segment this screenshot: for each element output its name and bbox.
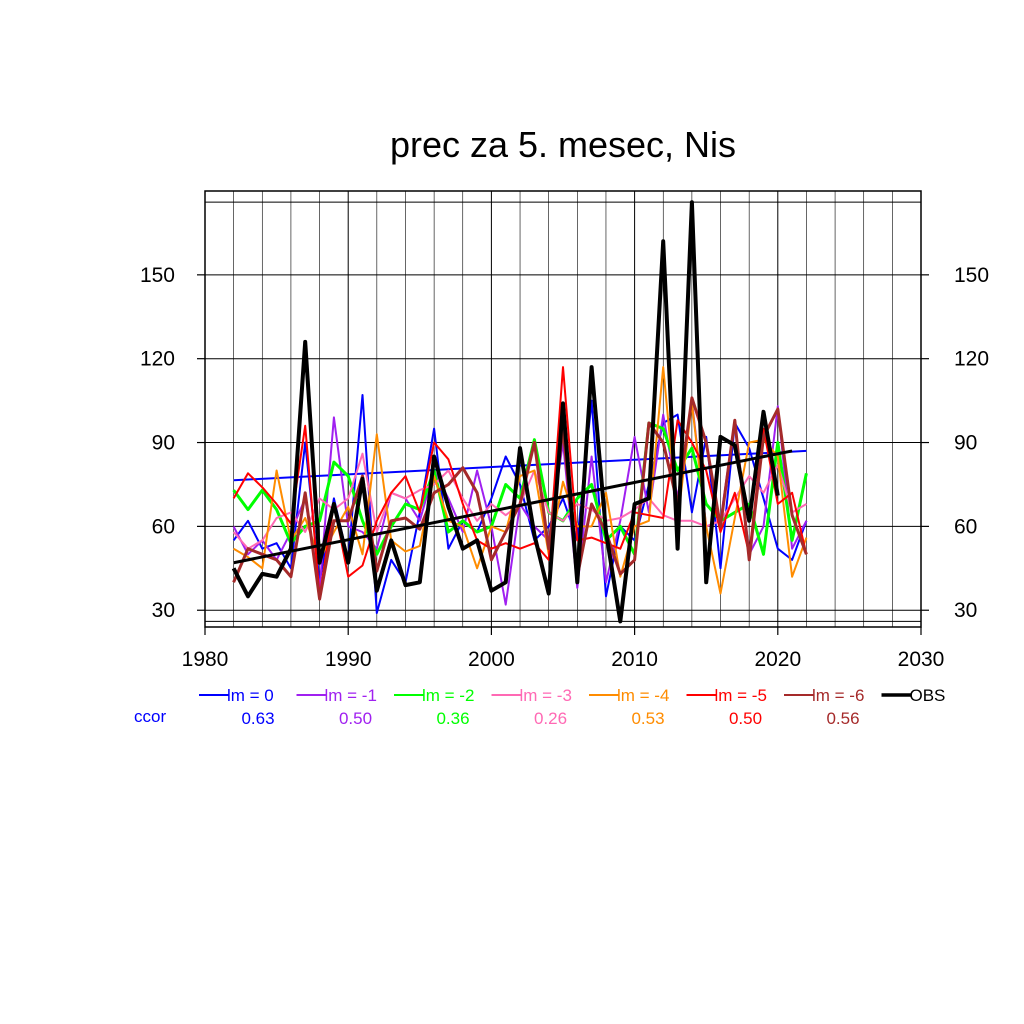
- ccor-value: 0.50: [729, 709, 762, 728]
- legend-item: lm = -6 0.56: [784, 686, 864, 728]
- legend-label: lm = -6: [812, 686, 864, 705]
- ccor-value: 0.26: [534, 709, 567, 728]
- ccor-value: 0.53: [631, 709, 664, 728]
- x-tick-label: 2000: [468, 648, 515, 671]
- legend-item: OBS: [881, 686, 946, 705]
- legend-label: lm = -2: [422, 686, 474, 705]
- legend-item: lm = -2 0.36: [394, 686, 474, 728]
- y-tick-label-left: 150: [140, 264, 175, 287]
- ccor-value: 0.56: [826, 709, 859, 728]
- y-tick-label-left: 120: [140, 348, 175, 371]
- ccor-value: 0.63: [241, 709, 274, 728]
- x-tick-label: 2020: [754, 648, 801, 671]
- y-tick-label-right: 60: [954, 515, 977, 538]
- ccor-value: 0.50: [339, 709, 372, 728]
- legend-label: lm = 0: [227, 686, 274, 705]
- legend-item: lm = -1 0.50: [296, 686, 377, 728]
- legend: lm = 0 0.63 lm = -1 0.50 lm = -2 0.36 lm = -3 0…: [199, 686, 945, 728]
- legend-label: lm = -3: [520, 686, 572, 705]
- y-tick-label-right: 150: [954, 264, 989, 287]
- x-tick-label: 2030: [898, 648, 945, 671]
- legend-label: OBS: [910, 686, 946, 705]
- legend-item: lm = 0 0.63: [199, 686, 275, 728]
- ccor-label: ccor: [134, 707, 166, 726]
- y-tick-label-right: 30: [954, 599, 977, 622]
- x-tick-label: 1990: [325, 648, 372, 671]
- y-tick-label-left: 90: [152, 432, 175, 455]
- axis-ticks: 1980 1990 2000 2010 2020 2030 30 30 60 60 90 90 120 1…: [140, 264, 989, 671]
- y-tick-label-left: 30: [152, 599, 175, 622]
- y-tick-label-left: 60: [152, 515, 175, 538]
- chart-title: prec za 5. mesec, Nis: [390, 124, 736, 165]
- legend-item: lm = -5 0.50: [686, 686, 767, 728]
- legend-label: lm = -5: [715, 686, 767, 705]
- legend-item: lm = -4 0.53: [589, 686, 669, 728]
- plot-frame: [204, 190, 922, 628]
- y-tick-label-right: 90: [954, 432, 977, 455]
- legend-label: lm = -4: [617, 686, 669, 705]
- series-lines: [231, 200, 808, 624]
- legend-item: lm = -3 0.26: [491, 686, 572, 728]
- y-tick-label-right: 120: [954, 348, 989, 371]
- trend-line-obs: [233, 449, 793, 565]
- series-line-lm-5: [232, 366, 808, 598]
- ccor-value: 0.36: [436, 709, 469, 728]
- x-tick-label: 2010: [611, 648, 658, 671]
- x-tick-label: 1980: [182, 648, 229, 671]
- plot-border: [204, 190, 922, 628]
- legend-label: lm = -1: [325, 686, 377, 705]
